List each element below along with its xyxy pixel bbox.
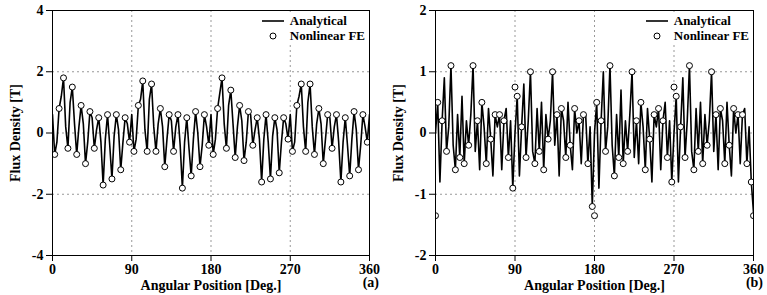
svg-text:-1: -1 — [415, 187, 427, 202]
html-text:Nonlinear FE: Nonlinear FE — [289, 28, 365, 43]
svg-text:360: 360 — [359, 262, 380, 278]
html-text:Nonlinear FE: Nonlinear FE — [673, 28, 749, 43]
svg-text:Angular Position [Deg.]: Angular Position [Deg.] — [141, 278, 282, 293]
svg-text:0: 0 — [420, 125, 427, 140]
svg-text:180: 180 — [584, 262, 605, 277]
svg-text:0: 0 — [37, 125, 44, 140]
svg-text:-4: -4 — [32, 248, 44, 263]
svg-text:1: 1 — [420, 64, 427, 79]
svg-text:180: 180 — [201, 262, 222, 277]
svg-text:360: 360 — [743, 262, 764, 278]
html-text:Analytical: Analytical — [673, 13, 731, 28]
html-text:(b): (b) — [745, 275, 763, 290]
svg-text:90: 90 — [125, 262, 139, 277]
svg-text:0: 0 — [49, 262, 56, 277]
html-text:(a): (a) — [362, 275, 379, 290]
svg-text:2: 2 — [37, 64, 44, 79]
svg-text:2: 2 — [420, 3, 427, 18]
svg-text:Flux Density [T]: Flux Density [T] — [391, 84, 406, 182]
svg-text:90: 90 — [508, 262, 522, 277]
svg-text:Angular Position [Deg.]: Angular Position [Deg.] — [524, 278, 665, 293]
svg-text:0: 0 — [432, 262, 439, 277]
svg-text:Flux Density [T]: Flux Density [T] — [8, 84, 23, 182]
svg-text:-2: -2 — [415, 248, 427, 263]
svg-text:4: 4 — [37, 3, 44, 18]
svg-text:270: 270 — [664, 262, 685, 277]
svg-text:270: 270 — [280, 262, 301, 277]
svg-text:-2: -2 — [32, 187, 44, 202]
html-text:Analytical: Analytical — [289, 13, 347, 28]
